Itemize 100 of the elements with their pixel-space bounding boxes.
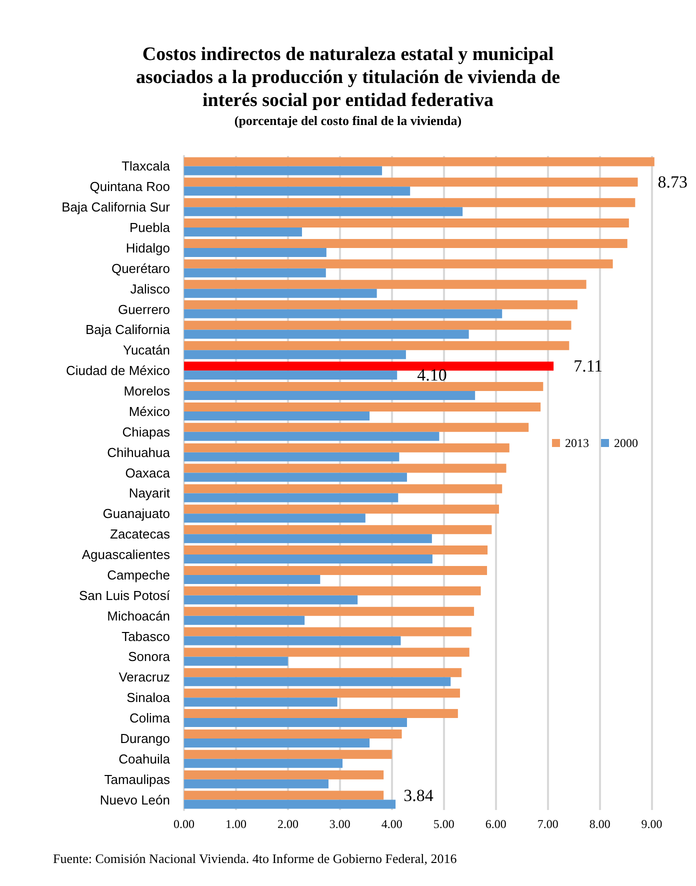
y-tick-label: Puebla — [130, 220, 171, 236]
y-tick-label: Sinaloa — [126, 690, 171, 706]
bar — [184, 648, 470, 657]
bar — [184, 238, 628, 248]
x-tick-label: 9.00 — [641, 817, 662, 831]
bar — [184, 504, 499, 514]
bar — [184, 606, 474, 616]
bar — [184, 698, 338, 707]
bar — [184, 207, 463, 216]
bar — [184, 382, 544, 392]
bar — [184, 268, 326, 278]
bar — [184, 198, 636, 208]
bar — [184, 688, 460, 698]
bar — [184, 709, 458, 718]
bar — [184, 514, 366, 523]
bar — [184, 668, 462, 678]
y-tick-label: Jalisco — [130, 281, 170, 296]
bar — [184, 300, 578, 310]
x-tick-label: 0.00 — [174, 817, 194, 831]
bar — [184, 779, 328, 788]
y-tick-label: Veracruz — [118, 670, 170, 685]
bar — [184, 656, 288, 666]
y-tick-label: Querétaro — [111, 260, 170, 276]
y-tick-label: Zacatecas — [110, 526, 170, 542]
y-tick-label: Nuevo León — [100, 792, 170, 808]
bar — [184, 677, 451, 686]
bar — [184, 738, 370, 748]
data-label: 8.73 — [658, 172, 688, 192]
y-tick-label: Morelos — [124, 384, 170, 399]
bar — [184, 166, 382, 176]
y-tick-label: Coahuila — [118, 751, 171, 766]
y-tick-label: Chiapas — [122, 424, 170, 440]
bar — [184, 790, 384, 800]
bar — [184, 718, 407, 728]
source-note: Fuente: Comisión Nacional Vivienda. 4to Informe de Gobierno Federal, 2016 — [53, 851, 458, 866]
y-tick-label: Aguascalientes — [82, 547, 170, 562]
bar — [184, 248, 326, 257]
x-tick-label: 7.00 — [537, 817, 558, 831]
bar — [184, 218, 629, 228]
bar — [184, 370, 398, 380]
bar — [184, 636, 401, 646]
bar — [184, 402, 541, 412]
bar — [184, 341, 570, 350]
y-tick-label: Chihuahua — [107, 444, 171, 460]
bar — [184, 452, 400, 462]
bar — [184, 616, 305, 625]
bar — [184, 330, 469, 339]
bar — [184, 546, 488, 555]
y-tick-label: Hidalgo — [126, 240, 170, 256]
bar — [184, 280, 586, 289]
data-label: 3.84 — [404, 786, 434, 805]
y-tick-label: Tamaulipas — [104, 772, 170, 787]
x-tick-label: 4.00 — [381, 817, 402, 831]
bar — [184, 432, 440, 441]
bar — [184, 288, 377, 298]
bar — [184, 422, 529, 432]
y-tick-label: Nayarit — [128, 486, 170, 501]
bar — [184, 566, 488, 575]
y-tick-label: Guerrero — [118, 302, 170, 317]
bar — [184, 391, 476, 400]
y-tick-label: Baja California Sur — [62, 200, 171, 215]
bar — [184, 362, 554, 371]
chart-title: Costos indirectos de naturaleza estatal y municipal asociados a la producción y titulación de vivienda de interés social por entidad federativa — [136, 44, 560, 111]
legend-label: 2013 — [565, 436, 589, 450]
y-tick-label: Colima — [130, 710, 171, 726]
x-tick-label: 5.00 — [433, 817, 454, 831]
bar — [184, 554, 432, 564]
x-tick-label: 6.00 — [485, 817, 506, 831]
bar — [184, 464, 506, 473]
data-label: 4.10 — [417, 366, 447, 385]
chart-subtitle: (porcentaje del costo final de la vivienda) — [234, 113, 462, 128]
x-tick-label: 2.00 — [277, 817, 298, 831]
bar — [184, 800, 396, 809]
x-tick-label: 3.00 — [329, 817, 350, 831]
bar — [184, 320, 572, 330]
y-tick-label: Tabasco — [122, 628, 170, 644]
x-tick-label: 1.00 — [225, 817, 246, 831]
y-tick-label: Durango — [120, 730, 170, 746]
bar — [184, 770, 384, 780]
bar — [184, 586, 481, 596]
y-tick-label: Baja California — [85, 322, 171, 338]
bar — [184, 178, 638, 187]
y-tick-label: México — [128, 404, 170, 419]
y-tick-label: Tlaxcala — [122, 158, 171, 174]
y-tick-label: Campeche — [107, 567, 170, 582]
bar — [184, 259, 613, 268]
bar — [184, 758, 343, 768]
bar — [184, 228, 302, 237]
bar — [184, 411, 370, 420]
legend-label: 2000 — [614, 436, 638, 450]
y-tick-label: Oaxaca — [125, 465, 171, 480]
y-tick-label: Michoacán — [107, 608, 170, 624]
bar — [184, 350, 406, 360]
bar — [184, 186, 410, 196]
bar — [184, 750, 392, 759]
y-tick-label: San Luis Potosí — [78, 588, 170, 603]
y-tick-label: Yucatán — [123, 342, 170, 358]
bar — [184, 574, 320, 584]
bar — [184, 157, 654, 166]
bar — [184, 472, 407, 482]
